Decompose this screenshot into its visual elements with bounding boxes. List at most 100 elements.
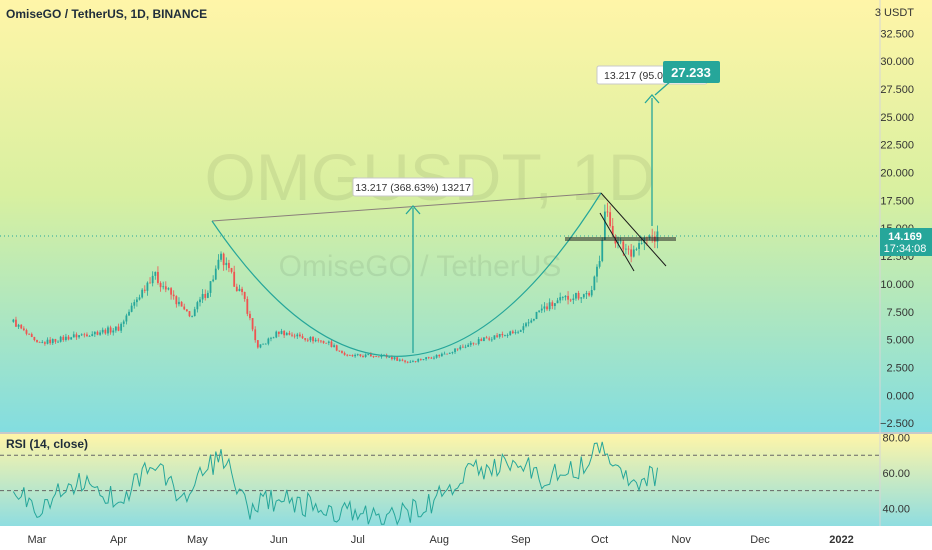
candle-body — [159, 282, 162, 288]
candle-body — [212, 279, 215, 282]
candle-body — [46, 339, 49, 344]
candle-body — [464, 346, 467, 348]
candle-body — [393, 357, 396, 360]
candle-body — [454, 348, 456, 353]
candle-body — [256, 340, 259, 348]
candle-body — [151, 275, 154, 284]
candle-body — [404, 360, 406, 362]
candle-body — [606, 211, 609, 213]
candle-body — [28, 333, 31, 335]
candle-body — [422, 359, 425, 360]
last-price-background — [880, 228, 932, 256]
cup-curve[interactable] — [211, 192, 602, 357]
candle-body — [438, 354, 441, 357]
target-callout[interactable]: 27.233 — [663, 61, 720, 83]
candle-body — [146, 282, 149, 291]
candle-body — [88, 335, 91, 337]
rsi-axis[interactable]: 80.00 60.00 40.00 — [882, 433, 910, 516]
candle-body — [483, 337, 485, 341]
candle-body — [577, 292, 580, 299]
candle-body — [635, 248, 638, 250]
candle-body — [556, 300, 559, 304]
candle-body — [270, 337, 272, 339]
candle-body — [348, 355, 351, 356]
candle-body — [317, 339, 320, 341]
rsi-tick-label: 80.00 — [882, 433, 910, 445]
candle-body — [117, 326, 120, 331]
price-tick-label: 7.500 — [886, 307, 914, 319]
time-tick-label: Aug — [429, 534, 449, 546]
candle-body — [222, 253, 225, 266]
time-tick-label: Mar — [28, 534, 47, 546]
candle-body — [448, 352, 451, 354]
candle-body — [70, 337, 73, 340]
drawing-trendline-top[interactable] — [211, 192, 602, 222]
candle-body — [401, 359, 404, 361]
candle-body — [564, 295, 567, 298]
candle-body — [504, 335, 506, 336]
resistance-trendline[interactable] — [211, 192, 602, 222]
candle-body — [25, 330, 28, 334]
price-tick-label: 20.000 — [880, 168, 914, 180]
measure-label-1-box[interactable]: 13.217 (368.63%) 13217 — [352, 177, 474, 197]
candle-body — [293, 335, 296, 337]
candle-body — [325, 342, 328, 344]
candle-body — [488, 338, 491, 340]
candle-body — [235, 286, 238, 291]
candle-body — [172, 294, 175, 297]
candle-body — [306, 339, 309, 341]
candle-body — [388, 357, 391, 358]
candle-body — [462, 346, 464, 348]
chart-title[interactable]: OmiseGO / TetherUS, 1D, BINANCE — [6, 7, 207, 21]
candle-body — [351, 355, 354, 357]
candle-body — [133, 302, 136, 306]
rsi-pane-background — [0, 434, 932, 526]
candle-body — [469, 342, 472, 345]
price-axis-unit[interactable]: 3 USDT — [875, 7, 914, 19]
candle-body — [575, 292, 577, 299]
candle-body — [485, 337, 488, 339]
main-pane-background — [0, 0, 932, 432]
flag-upper-line[interactable] — [600, 192, 667, 267]
candle-body — [467, 344, 470, 347]
candle-body — [341, 351, 343, 353]
target-arrowhead — [644, 94, 660, 104]
target-callout-background — [663, 61, 720, 83]
candle-body — [582, 294, 585, 298]
candle-body — [157, 271, 159, 283]
candle-body — [20, 324, 23, 329]
candle-body — [330, 341, 333, 347]
candle-body — [372, 356, 375, 358]
measure-label-1: 13.217 (368.63%) 13217 — [355, 182, 471, 194]
candle-body — [638, 243, 640, 249]
candle-body — [54, 339, 57, 342]
candle-body — [543, 306, 546, 309]
candle-body — [304, 338, 307, 340]
candle-body — [209, 281, 212, 293]
candle-body — [559, 297, 562, 301]
candle-body — [514, 332, 517, 334]
candle-body — [233, 271, 236, 287]
candle-body — [501, 334, 504, 336]
candle-body — [580, 297, 583, 299]
candle-body — [277, 331, 280, 334]
time-tick-label: Oct — [591, 534, 608, 546]
pane-separator[interactable] — [0, 432, 932, 434]
flag-lower-line[interactable] — [599, 212, 635, 272]
candle-body — [333, 345, 335, 347]
candle-body — [496, 335, 498, 337]
candle-body — [632, 249, 635, 257]
candle-body — [451, 352, 454, 353]
candle-body — [188, 311, 191, 317]
candle-body — [296, 334, 299, 337]
candle-body — [527, 322, 530, 324]
candle-body — [377, 356, 380, 358]
candle-body — [414, 361, 417, 362]
time-axis[interactable]: Mar Apr May Jun Jul Aug Sep Oct Nov Dec 2022 — [28, 534, 854, 546]
rsi-title[interactable]: RSI (14, close) — [6, 437, 88, 451]
candle-body — [627, 248, 630, 250]
candle-body — [49, 339, 52, 344]
candle-body — [78, 335, 80, 338]
last-price-marker[interactable]: 14.169 17:34:08 — [880, 228, 932, 256]
